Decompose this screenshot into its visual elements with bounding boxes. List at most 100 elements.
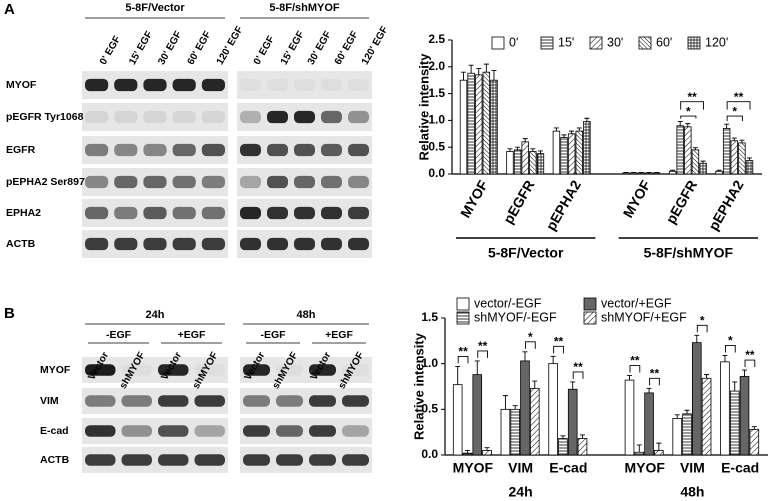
- x-tick-label: E-cad: [549, 460, 587, 476]
- bar: [668, 170, 677, 175]
- y-tick-label: 2.5: [428, 32, 445, 46]
- lane-label: 60' EGF: [186, 29, 214, 66]
- error-bar: [716, 169, 722, 172]
- legend-label: shMYOF/-EGF: [474, 310, 557, 324]
- x-tick-label: pEGFR: [500, 177, 538, 226]
- y-tick-label: 2.0: [428, 59, 445, 73]
- bar: [701, 377, 712, 456]
- blot-band: [294, 78, 315, 92]
- legend-swatch: [540, 36, 554, 50]
- y-tick-label: 0.5: [428, 139, 445, 153]
- bar: [513, 149, 522, 175]
- row-label: ACTB: [6, 238, 36, 250]
- blot-band: [294, 110, 315, 124]
- bar: [475, 74, 483, 175]
- error-bar: [468, 64, 474, 74]
- blot-band: [201, 110, 225, 124]
- blot-band: [114, 110, 138, 124]
- bar: [490, 79, 498, 175]
- blot-band: [85, 143, 109, 157]
- group-label: 24h: [509, 484, 533, 500]
- blot-band: [201, 78, 225, 92]
- error-bar: [700, 160, 706, 164]
- x-tick-label: MYOF: [457, 177, 491, 220]
- x-tick-label: VIM: [508, 460, 533, 476]
- group-label: 5-8F/shMYOF: [644, 245, 734, 261]
- bar: [452, 384, 463, 456]
- blot-band: [276, 425, 303, 437]
- error-bar: [507, 148, 513, 152]
- legend-label: 0': [509, 35, 518, 49]
- error-bar: [674, 414, 680, 419]
- error-bar: [685, 123, 691, 127]
- bar: [558, 438, 568, 456]
- bar: [482, 450, 492, 456]
- blot-band: [309, 425, 336, 437]
- legend-swatch: [456, 311, 470, 325]
- error-bar: [522, 138, 528, 142]
- bar: [720, 361, 730, 456]
- significance-bracket: [477, 350, 488, 358]
- blot-band: [143, 206, 167, 220]
- error-bar: [569, 130, 575, 134]
- blot-band: [267, 110, 288, 124]
- y-tick-label: 1.5: [421, 310, 438, 324]
- bar: [645, 172, 653, 175]
- significance-label: **: [554, 335, 564, 349]
- legend-label: vector/-EGF: [474, 296, 542, 310]
- bar: [692, 342, 702, 456]
- significance-label: *: [732, 104, 737, 118]
- blot-background: [82, 103, 228, 131]
- error-bar: [670, 169, 676, 172]
- blot-band: [172, 237, 196, 251]
- lane-label: 120' EGF: [215, 25, 246, 67]
- legend-swatch: [589, 36, 603, 50]
- row-label: EPHA2: [6, 207, 41, 219]
- lane-label: 15' EGF: [279, 29, 307, 66]
- blot-band: [172, 78, 196, 92]
- lane-label: 30' EGF: [156, 29, 184, 66]
- y-axis-label: Relative intensity: [416, 53, 431, 161]
- blot-band: [85, 395, 116, 407]
- x-tick-label: MYOF: [624, 460, 665, 476]
- bar: [467, 72, 475, 175]
- bar: [536, 153, 545, 175]
- error-bar: [646, 387, 652, 393]
- blot-band: [294, 143, 315, 157]
- legend-swatch: [687, 36, 701, 50]
- blot-band: [309, 454, 336, 466]
- blot-band: [267, 78, 288, 92]
- error-bar: [532, 380, 538, 389]
- error-bar: [553, 127, 559, 132]
- blot-band: [348, 143, 369, 157]
- x-tick-label: E-cad: [721, 460, 759, 476]
- bar: [699, 162, 707, 175]
- blot-band: [243, 454, 270, 466]
- error-bar: [694, 334, 700, 343]
- bar: [462, 452, 473, 456]
- row-label: ACTB: [40, 454, 70, 466]
- blot-band: [121, 364, 152, 376]
- bar: [520, 360, 530, 456]
- blot-band: [240, 175, 261, 189]
- treatment-label: +EGF: [325, 329, 353, 341]
- error-bar: [502, 395, 508, 410]
- legend-label: 120': [705, 35, 728, 49]
- error-bar: [460, 71, 466, 81]
- y-tick-label: 0.5: [421, 402, 438, 416]
- bar: [745, 160, 754, 175]
- error-bar: [560, 435, 566, 439]
- blot-band: [294, 206, 315, 220]
- lane-label: 60' EGF: [333, 29, 361, 66]
- bar: [630, 172, 638, 175]
- error-bar: [579, 434, 585, 439]
- legend-label: 30': [607, 35, 623, 49]
- bar: [500, 408, 511, 456]
- error-bar: [646, 171, 652, 173]
- significance-bracket: [725, 344, 736, 353]
- bar: [672, 418, 683, 456]
- error-bar: [654, 171, 660, 173]
- blot-band: [348, 175, 369, 189]
- bar: [654, 450, 664, 456]
- error-bar: [724, 123, 730, 129]
